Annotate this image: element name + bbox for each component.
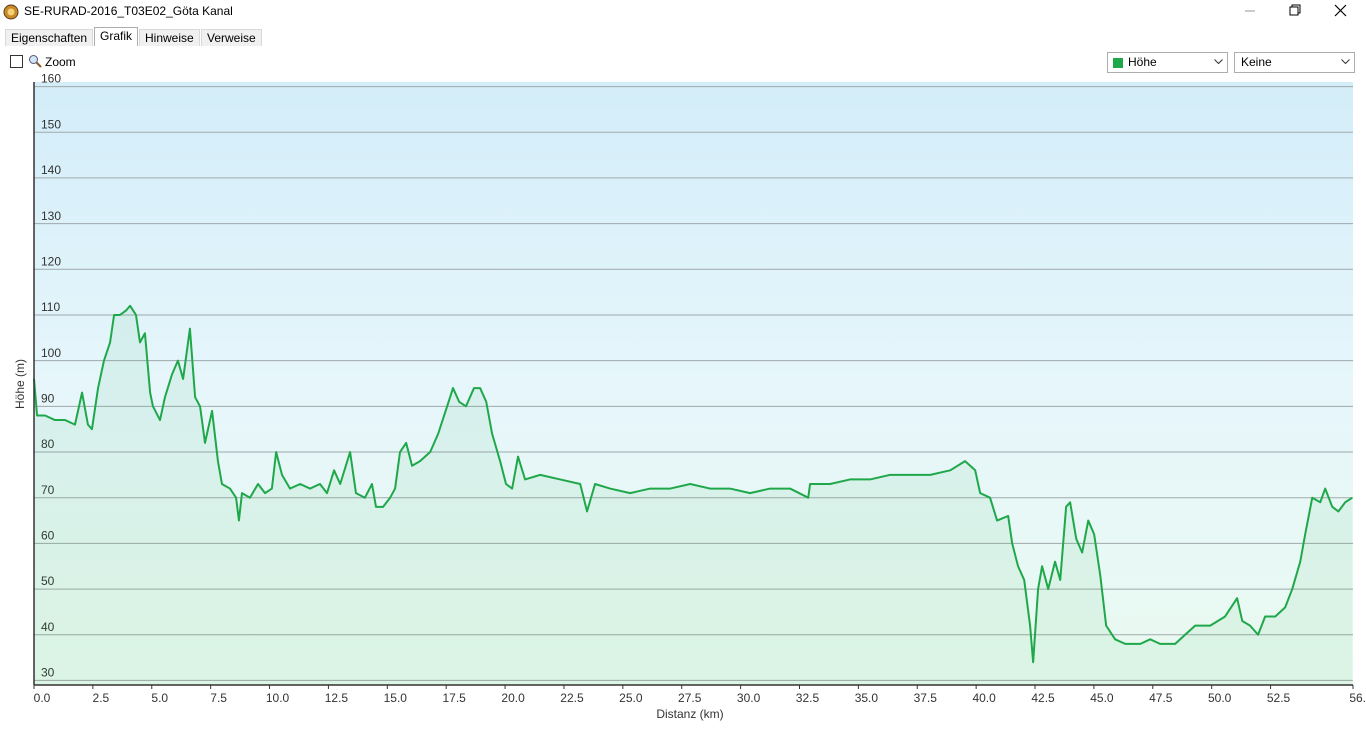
x-tick-label: 25.0 [619, 691, 643, 705]
tab[interactable]: Verweise [201, 29, 262, 46]
series-select[interactable]: Höhe [1107, 52, 1228, 73]
series-swatch [1113, 58, 1123, 68]
x-tick-label: 42.5 [1031, 691, 1055, 705]
y-tick-label: 70 [41, 483, 55, 497]
area-fill [34, 305, 1353, 685]
x-tick-label: 20.0 [501, 691, 525, 705]
x-tick-label: 50.0 [1208, 691, 1232, 705]
dropdown-arrow [1341, 59, 1350, 65]
y-axis-label: Höhe (m) [13, 359, 27, 409]
x-tick-label: 37.5 [914, 691, 938, 705]
y-tick-label: 140 [41, 163, 61, 177]
x-tick-label: 45.0 [1090, 691, 1114, 705]
tab[interactable]: Grafik [94, 27, 139, 46]
y-tick-label: 50 [41, 574, 55, 588]
x-tick-label: 22.5 [560, 691, 584, 705]
x-tick-label: 27.5 [678, 691, 702, 705]
y-tick-label: 160 [41, 72, 61, 86]
tab[interactable]: Hinweise [139, 29, 200, 46]
x-tick-label: 30.0 [737, 691, 761, 705]
y-tick-label: 40 [41, 620, 55, 634]
zoom-label: Zoom [45, 55, 76, 69]
y-tick-label: 80 [41, 437, 55, 451]
x-tick-label: 17.5 [443, 691, 467, 705]
x-axis-label: Distanz (km) [656, 707, 723, 721]
x-tick-label: 7.5 [210, 691, 227, 705]
y-tick-label: 120 [41, 254, 61, 268]
x-tick-label: 10.0 [266, 691, 290, 705]
secondary-select-text: Keine [1241, 55, 1272, 69]
x-tick-label: 52.5 [1267, 691, 1291, 705]
x-tick-label: 35.0 [855, 691, 879, 705]
x-tick-label: 47.5 [1149, 691, 1173, 705]
series-select-text: Höhe [1128, 55, 1157, 69]
window-title: SE-RURAD-2016_T03E02_Göta Kanal [24, 4, 233, 18]
zoom-checkbox[interactable] [10, 55, 24, 69]
secondary-select[interactable]: Keine [1234, 52, 1355, 73]
y-tick-label: 90 [41, 392, 55, 406]
dropdown-arrow [1214, 59, 1223, 65]
y-tick-label: 130 [41, 209, 61, 223]
close-button[interactable] [1334, 4, 1347, 17]
y-tick-label: 150 [41, 117, 61, 131]
x-tick-label: 2.5 [93, 691, 110, 705]
plot-background [34, 82, 1353, 685]
y-tick-label: 100 [41, 346, 61, 360]
restore-button[interactable] [1289, 4, 1301, 16]
app-icon [3, 4, 19, 20]
y-tick-label: 30 [41, 666, 55, 680]
elevation-line [33, 304, 1353, 664]
x-tick-label: 5.0 [151, 691, 168, 705]
window-controls[interactable] [1236, 2, 1356, 20]
x-tick-label: 12.5 [325, 691, 349, 705]
x-tick-label: 40.0 [972, 691, 996, 705]
x-tick-label: 56.0 [1349, 691, 1366, 705]
x-tick-label: 0.0 [34, 691, 51, 705]
x-tick-label: 32.5 [796, 691, 820, 705]
x-tick-label: 15.0 [384, 691, 408, 705]
title-bar: SE-RURAD-2016_T03E02_Göta Kanal [0, 0, 1366, 23]
y-tick-label: 60 [41, 529, 55, 543]
zoom-icon [29, 55, 42, 68]
y-tick-label: 110 [41, 300, 60, 314]
tab[interactable]: Eigenschaften [5, 29, 94, 46]
